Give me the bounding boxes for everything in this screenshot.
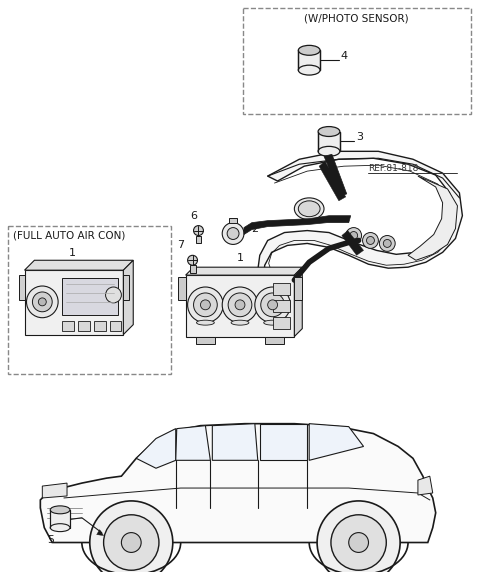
Polygon shape: [309, 424, 363, 461]
Circle shape: [193, 225, 204, 236]
Bar: [273, 317, 290, 328]
Bar: [109, 321, 121, 331]
Text: 2: 2: [251, 224, 258, 233]
Circle shape: [201, 300, 210, 310]
Polygon shape: [319, 161, 346, 201]
Ellipse shape: [50, 506, 70, 514]
Text: 7: 7: [177, 240, 184, 250]
Ellipse shape: [50, 524, 70, 532]
Text: 1: 1: [69, 248, 75, 258]
Polygon shape: [258, 151, 462, 285]
Circle shape: [346, 228, 361, 243]
Circle shape: [121, 532, 141, 553]
Circle shape: [188, 287, 223, 323]
Bar: [178, 277, 186, 300]
Polygon shape: [123, 260, 133, 335]
Ellipse shape: [298, 65, 320, 75]
Circle shape: [26, 286, 58, 318]
Polygon shape: [418, 476, 433, 495]
Polygon shape: [176, 426, 210, 461]
Circle shape: [367, 236, 374, 244]
Circle shape: [90, 501, 173, 575]
Circle shape: [235, 300, 245, 310]
Circle shape: [193, 293, 217, 317]
Circle shape: [255, 287, 290, 323]
Circle shape: [227, 228, 239, 239]
Circle shape: [222, 223, 244, 244]
Bar: [243, 7, 471, 114]
Polygon shape: [136, 428, 176, 468]
Bar: [264, 336, 285, 344]
Text: 4: 4: [341, 51, 348, 62]
Bar: [186, 275, 294, 336]
Circle shape: [38, 298, 46, 306]
Bar: [298, 51, 320, 70]
Polygon shape: [408, 176, 457, 260]
Text: REF.81-818: REF.81-818: [369, 164, 419, 173]
Bar: [195, 236, 202, 243]
Polygon shape: [24, 260, 133, 270]
Ellipse shape: [294, 198, 324, 220]
Bar: [318, 132, 340, 151]
Circle shape: [106, 287, 121, 303]
Bar: [62, 321, 74, 331]
Circle shape: [362, 232, 378, 248]
Circle shape: [222, 287, 258, 323]
Polygon shape: [40, 424, 436, 542]
Bar: [294, 277, 302, 300]
Bar: [19, 275, 24, 300]
Text: 1: 1: [237, 253, 243, 263]
Circle shape: [268, 300, 277, 310]
Bar: [123, 275, 129, 300]
Ellipse shape: [264, 320, 281, 325]
Bar: [273, 300, 290, 312]
Circle shape: [188, 255, 197, 265]
Circle shape: [104, 515, 159, 570]
Ellipse shape: [196, 320, 214, 325]
Polygon shape: [42, 483, 67, 498]
Ellipse shape: [298, 45, 320, 55]
Circle shape: [379, 236, 395, 251]
Text: 3: 3: [357, 132, 364, 143]
Bar: [24, 270, 123, 335]
Circle shape: [350, 232, 358, 239]
Polygon shape: [342, 231, 363, 255]
Bar: [78, 321, 90, 331]
Circle shape: [33, 292, 52, 312]
Bar: [229, 218, 237, 223]
Ellipse shape: [318, 126, 340, 136]
Circle shape: [261, 293, 285, 317]
Polygon shape: [244, 216, 351, 235]
Ellipse shape: [231, 320, 249, 325]
Polygon shape: [324, 154, 347, 196]
Circle shape: [349, 532, 369, 553]
Bar: [50, 510, 70, 528]
Polygon shape: [186, 267, 302, 275]
Text: (FULL AUTO AIR CON): (FULL AUTO AIR CON): [12, 231, 125, 240]
Polygon shape: [294, 267, 302, 336]
Circle shape: [384, 239, 391, 247]
Polygon shape: [260, 424, 307, 461]
Bar: [190, 265, 195, 273]
Text: 5: 5: [47, 535, 54, 545]
Text: (W/PHOTO SENSOR): (W/PHOTO SENSOR): [304, 14, 409, 24]
Bar: [94, 321, 106, 331]
Circle shape: [317, 501, 400, 575]
Circle shape: [331, 515, 386, 570]
Bar: [8, 225, 171, 374]
Ellipse shape: [298, 201, 320, 217]
Bar: [273, 283, 290, 295]
Polygon shape: [96, 530, 104, 535]
Polygon shape: [212, 424, 258, 461]
Bar: [62, 278, 119, 315]
Bar: [195, 336, 216, 344]
Circle shape: [228, 293, 252, 317]
Ellipse shape: [318, 147, 340, 156]
Text: 6: 6: [190, 210, 197, 221]
